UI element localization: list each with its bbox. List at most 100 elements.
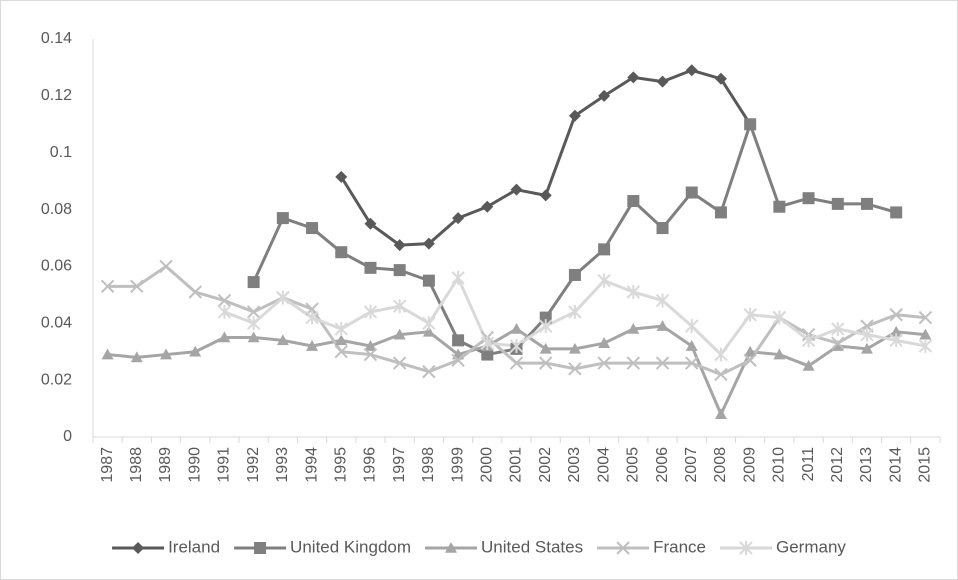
data-point bbox=[481, 348, 494, 361]
legend-label: France bbox=[653, 537, 706, 556]
data-point bbox=[335, 246, 348, 259]
data-point bbox=[714, 72, 727, 85]
data-point bbox=[393, 239, 406, 252]
data-point bbox=[744, 345, 757, 357]
data-point bbox=[773, 348, 786, 360]
x-tick-label: 1990 bbox=[186, 447, 203, 483]
legend-label: Ireland bbox=[168, 537, 220, 556]
data-point bbox=[627, 71, 640, 84]
data-point bbox=[772, 310, 787, 325]
data-point bbox=[568, 362, 582, 376]
data-point bbox=[509, 339, 524, 354]
data-point bbox=[101, 348, 114, 360]
data-point bbox=[890, 206, 903, 219]
data-point bbox=[538, 356, 553, 370]
data-point bbox=[217, 293, 232, 308]
data-point bbox=[246, 316, 261, 331]
x-tick-label: 1999 bbox=[449, 447, 466, 483]
data-point bbox=[100, 279, 115, 294]
data-point bbox=[246, 305, 261, 319]
x-tick-label: 2013 bbox=[858, 447, 875, 483]
data-point bbox=[305, 310, 319, 325]
data-point bbox=[656, 75, 669, 88]
data-point bbox=[831, 321, 845, 336]
x-tick-label: 1993 bbox=[274, 447, 291, 483]
data-point bbox=[189, 345, 202, 357]
data-point bbox=[160, 348, 173, 360]
x-tick-label: 1989 bbox=[157, 447, 174, 483]
y-tick-label: 0.1 bbox=[50, 144, 72, 161]
data-point bbox=[393, 328, 406, 340]
data-point bbox=[627, 322, 640, 334]
y-tick-label: 0.08 bbox=[41, 201, 72, 218]
x-tick-label: 2000 bbox=[479, 447, 496, 483]
data-point bbox=[568, 268, 581, 281]
data-point bbox=[714, 206, 727, 219]
y-tick-label: 0.12 bbox=[41, 87, 72, 104]
data-point bbox=[890, 325, 903, 337]
data-point bbox=[364, 217, 377, 230]
data-point bbox=[538, 319, 553, 334]
data-point bbox=[306, 340, 319, 351]
data-point bbox=[743, 353, 757, 367]
data-point bbox=[714, 347, 728, 362]
data-point bbox=[276, 212, 289, 225]
data-point bbox=[188, 285, 202, 299]
x-tick-label: 1996 bbox=[362, 447, 379, 483]
data-point bbox=[452, 212, 465, 225]
data-point bbox=[685, 356, 699, 370]
data-point bbox=[744, 118, 757, 131]
data-point bbox=[743, 307, 757, 322]
x-tick-label: 2012 bbox=[829, 447, 846, 483]
data-point bbox=[481, 200, 494, 213]
data-point bbox=[831, 336, 845, 350]
data-point bbox=[276, 290, 290, 305]
data-point bbox=[130, 351, 143, 363]
data-point bbox=[247, 276, 260, 289]
data-point bbox=[919, 328, 932, 340]
x-tick-label: 1998 bbox=[420, 447, 437, 483]
legend-label: United Kingdom bbox=[290, 537, 411, 556]
data-point bbox=[655, 356, 670, 370]
y-tick-label: 0.14 bbox=[41, 30, 72, 47]
data-point bbox=[218, 331, 231, 343]
data-point bbox=[393, 264, 406, 277]
data-point bbox=[568, 109, 581, 122]
x-tick-label: 2010 bbox=[771, 447, 788, 483]
data-point bbox=[598, 337, 611, 348]
data-point bbox=[392, 299, 407, 314]
data-point bbox=[860, 342, 873, 354]
legend-label: United States bbox=[481, 537, 583, 556]
legend: Ireland United Kingdom United States France… bbox=[112, 537, 846, 556]
x-tick-label: 2003 bbox=[566, 447, 583, 483]
data-point bbox=[714, 367, 728, 382]
data-point bbox=[480, 336, 495, 351]
x-tick-label: 1987 bbox=[99, 447, 116, 483]
data-point bbox=[568, 342, 581, 354]
data-point bbox=[509, 356, 524, 370]
data-point bbox=[597, 273, 611, 288]
data-point bbox=[802, 359, 815, 371]
data-point bbox=[217, 304, 232, 319]
legend-marker bbox=[445, 542, 458, 553]
data-point bbox=[860, 327, 874, 342]
data-point bbox=[889, 333, 903, 348]
data-point bbox=[656, 320, 669, 331]
x-tick-label: 2015 bbox=[917, 447, 934, 483]
data-point bbox=[335, 170, 348, 183]
data-point bbox=[860, 197, 873, 210]
data-point bbox=[452, 334, 465, 347]
data-point bbox=[685, 186, 698, 199]
x-tick-label: 2009 bbox=[741, 447, 758, 483]
data-point bbox=[801, 333, 816, 348]
x-tick-label: 2011 bbox=[800, 447, 817, 482]
data-point bbox=[626, 285, 641, 300]
x-tick-label: 2005 bbox=[625, 447, 642, 483]
data-point bbox=[539, 311, 552, 324]
data-point bbox=[685, 340, 698, 351]
data-point bbox=[539, 189, 552, 202]
data-point bbox=[364, 261, 377, 274]
data-point bbox=[918, 339, 933, 354]
data-point bbox=[247, 331, 260, 343]
